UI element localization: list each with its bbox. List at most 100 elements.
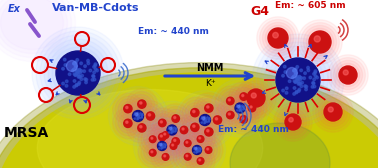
Circle shape xyxy=(232,85,256,109)
Circle shape xyxy=(161,148,162,149)
Circle shape xyxy=(196,148,197,149)
Circle shape xyxy=(232,107,256,132)
Circle shape xyxy=(328,107,333,112)
Circle shape xyxy=(116,94,160,137)
Circle shape xyxy=(314,71,316,74)
Circle shape xyxy=(115,111,140,136)
Circle shape xyxy=(309,31,331,53)
Circle shape xyxy=(199,122,218,142)
Circle shape xyxy=(172,129,173,130)
Circle shape xyxy=(135,101,166,131)
Circle shape xyxy=(239,106,240,107)
Circle shape xyxy=(162,146,163,147)
Circle shape xyxy=(200,151,201,152)
Circle shape xyxy=(182,115,208,140)
Circle shape xyxy=(165,144,166,145)
Circle shape xyxy=(146,112,155,120)
Circle shape xyxy=(298,75,301,78)
Circle shape xyxy=(209,119,210,120)
Circle shape xyxy=(65,80,68,83)
Circle shape xyxy=(192,107,218,134)
Circle shape xyxy=(147,122,177,152)
Circle shape xyxy=(239,106,240,107)
Circle shape xyxy=(272,54,324,106)
Circle shape xyxy=(78,69,81,72)
Circle shape xyxy=(331,58,366,92)
Circle shape xyxy=(172,125,222,168)
Circle shape xyxy=(165,147,166,148)
Circle shape xyxy=(127,113,157,143)
Circle shape xyxy=(138,121,186,168)
Circle shape xyxy=(208,110,227,130)
Circle shape xyxy=(306,28,334,56)
Circle shape xyxy=(169,135,182,148)
Circle shape xyxy=(296,66,299,68)
Circle shape xyxy=(153,137,170,155)
Circle shape xyxy=(343,70,348,75)
Circle shape xyxy=(64,64,67,66)
Circle shape xyxy=(87,59,89,62)
Circle shape xyxy=(121,102,135,116)
Circle shape xyxy=(208,121,209,122)
Circle shape xyxy=(162,132,169,138)
Circle shape xyxy=(159,131,188,161)
Circle shape xyxy=(132,94,152,114)
Circle shape xyxy=(215,86,245,116)
Circle shape xyxy=(201,116,202,117)
Circle shape xyxy=(205,119,206,120)
Circle shape xyxy=(240,93,248,100)
Circle shape xyxy=(77,76,80,78)
Circle shape xyxy=(74,66,77,68)
Circle shape xyxy=(162,154,169,160)
Circle shape xyxy=(160,129,172,141)
Circle shape xyxy=(181,134,214,166)
Circle shape xyxy=(113,93,143,124)
Circle shape xyxy=(299,78,301,81)
Circle shape xyxy=(268,50,328,110)
Circle shape xyxy=(204,116,205,117)
Circle shape xyxy=(197,151,198,152)
Circle shape xyxy=(296,76,299,78)
Circle shape xyxy=(76,59,79,61)
Circle shape xyxy=(313,73,315,75)
Circle shape xyxy=(244,86,268,110)
Circle shape xyxy=(318,97,348,127)
Circle shape xyxy=(313,85,316,88)
Circle shape xyxy=(200,141,217,159)
Circle shape xyxy=(202,117,205,120)
Circle shape xyxy=(333,60,363,90)
Circle shape xyxy=(311,86,314,88)
Circle shape xyxy=(185,103,204,122)
Circle shape xyxy=(297,80,299,83)
Circle shape xyxy=(282,89,284,92)
Circle shape xyxy=(197,149,198,150)
Circle shape xyxy=(295,72,297,74)
Circle shape xyxy=(175,91,234,150)
Circle shape xyxy=(314,36,320,42)
Circle shape xyxy=(313,78,316,81)
Text: K⁺: K⁺ xyxy=(205,79,215,88)
Circle shape xyxy=(77,73,79,76)
Circle shape xyxy=(196,150,197,151)
Circle shape xyxy=(80,70,83,72)
Circle shape xyxy=(188,120,202,134)
Circle shape xyxy=(115,96,140,121)
Circle shape xyxy=(339,66,357,84)
Circle shape xyxy=(138,118,139,119)
Circle shape xyxy=(321,100,345,124)
Circle shape xyxy=(150,134,175,158)
Circle shape xyxy=(138,124,146,132)
Circle shape xyxy=(227,95,253,121)
Circle shape xyxy=(92,75,95,78)
Circle shape xyxy=(305,88,307,91)
Circle shape xyxy=(285,114,301,130)
Circle shape xyxy=(147,105,197,155)
Circle shape xyxy=(171,127,172,128)
Circle shape xyxy=(239,105,240,106)
Circle shape xyxy=(284,71,287,73)
Circle shape xyxy=(73,68,75,71)
Circle shape xyxy=(113,108,143,139)
Circle shape xyxy=(80,78,83,80)
Circle shape xyxy=(199,149,200,150)
Circle shape xyxy=(150,111,174,135)
